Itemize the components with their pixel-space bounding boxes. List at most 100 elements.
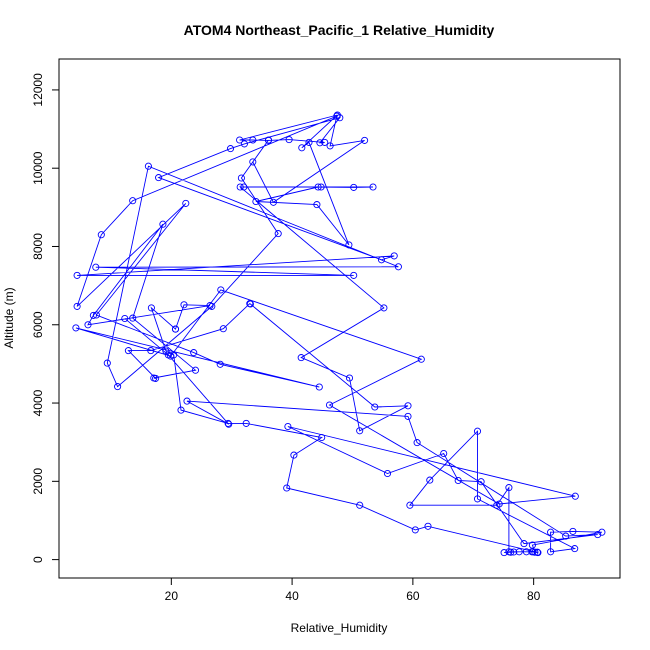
- data-point: [264, 136, 273, 144]
- data-point: [356, 427, 364, 435]
- data-point: [547, 528, 555, 536]
- data-point: [84, 321, 92, 329]
- data-point: [73, 271, 81, 279]
- data-point: [152, 374, 160, 382]
- data-point: [377, 256, 386, 264]
- data-point: [226, 145, 235, 153]
- data-point: [411, 526, 419, 534]
- data-point: [129, 314, 137, 322]
- data-point: [240, 183, 248, 191]
- data-point: [171, 325, 180, 333]
- data-point: [180, 301, 188, 309]
- data-point: [424, 522, 432, 530]
- x-tick-label: 60: [406, 589, 420, 603]
- data-point: [571, 545, 579, 553]
- data-point: [170, 351, 178, 359]
- x-axis-label: Relative_Humidity: [291, 621, 388, 635]
- data-point: [182, 199, 190, 207]
- data-point: [520, 540, 528, 548]
- data-point: [317, 183, 325, 191]
- data-point: [305, 138, 313, 146]
- data-point: [224, 419, 232, 427]
- data-point: [219, 325, 227, 333]
- data-point: [274, 230, 282, 238]
- data-point: [284, 422, 292, 431]
- data-point: [155, 174, 163, 182]
- data-point: [356, 501, 364, 509]
- data-point: [269, 198, 277, 206]
- data-point: [371, 403, 379, 411]
- data-point: [477, 478, 485, 486]
- data-point: [318, 433, 326, 442]
- data-point: [315, 383, 323, 391]
- data-point: [350, 183, 358, 191]
- series-line: [75, 114, 602, 554]
- data-point: [473, 495, 482, 503]
- y-tick-label: 6000: [31, 311, 45, 338]
- data-point: [191, 366, 200, 374]
- data-point: [162, 347, 170, 355]
- data-point: [121, 314, 129, 323]
- data-point: [426, 476, 434, 484]
- data-point: [159, 220, 167, 228]
- data-point: [321, 138, 329, 146]
- data-point: [249, 158, 257, 166]
- data-point: [598, 528, 606, 536]
- data-point: [383, 469, 392, 478]
- data-point: [246, 300, 254, 308]
- data-point: [252, 197, 260, 206]
- y-tick-label: 0: [31, 556, 45, 563]
- data-point: [594, 531, 602, 539]
- data-point: [240, 140, 248, 148]
- data-point: [406, 501, 414, 509]
- data-point: [242, 419, 250, 427]
- data-point: [290, 451, 298, 459]
- data-point: [404, 402, 412, 410]
- data-point: [216, 360, 224, 368]
- y-tick-label: 12000: [31, 73, 45, 107]
- data-point: [350, 271, 358, 279]
- data-point: [147, 347, 155, 355]
- data-point: [89, 311, 97, 319]
- data-point: [345, 374, 354, 382]
- x-tick-label: 20: [165, 589, 179, 603]
- data-point: [528, 541, 536, 549]
- series-group: [72, 111, 606, 557]
- data-point: [177, 406, 185, 414]
- data-point: [333, 112, 341, 120]
- data-point: [515, 548, 523, 556]
- chart-title: ATOM4 Northeast_Pacific_1 Relative_Humid…: [184, 22, 495, 38]
- data-point: [103, 359, 111, 367]
- data-point: [114, 383, 122, 391]
- x-tick-label: 80: [527, 589, 541, 603]
- data-point: [571, 492, 579, 500]
- y-tick-label: 10000: [31, 151, 45, 185]
- data-point: [164, 351, 172, 359]
- data-point: [361, 136, 369, 144]
- data-point: [285, 136, 293, 144]
- data-point: [404, 412, 412, 420]
- data-point: [124, 347, 132, 355]
- data-point: [236, 136, 244, 144]
- data-point: [144, 162, 152, 170]
- plot-frame: [58, 58, 621, 579]
- data-point: [531, 548, 539, 556]
- data-point: [413, 439, 421, 447]
- x-tick-label: 40: [285, 589, 299, 603]
- data-point: [72, 324, 80, 332]
- y-axis: 0 2000 4000 6000 8000 10000 12000: [31, 73, 59, 563]
- data-point: [225, 420, 233, 428]
- data-point: [249, 136, 257, 144]
- data-point: [325, 401, 334, 409]
- data-point: [314, 183, 322, 191]
- data-point: [208, 302, 216, 310]
- data-point: [562, 532, 570, 540]
- data-point: [505, 484, 513, 492]
- data-point: [473, 427, 482, 435]
- data-point: [534, 549, 542, 557]
- data-point: [236, 183, 244, 191]
- data-point: [394, 263, 402, 271]
- data-point: [417, 355, 425, 363]
- y-tick-label: 8000: [31, 233, 45, 260]
